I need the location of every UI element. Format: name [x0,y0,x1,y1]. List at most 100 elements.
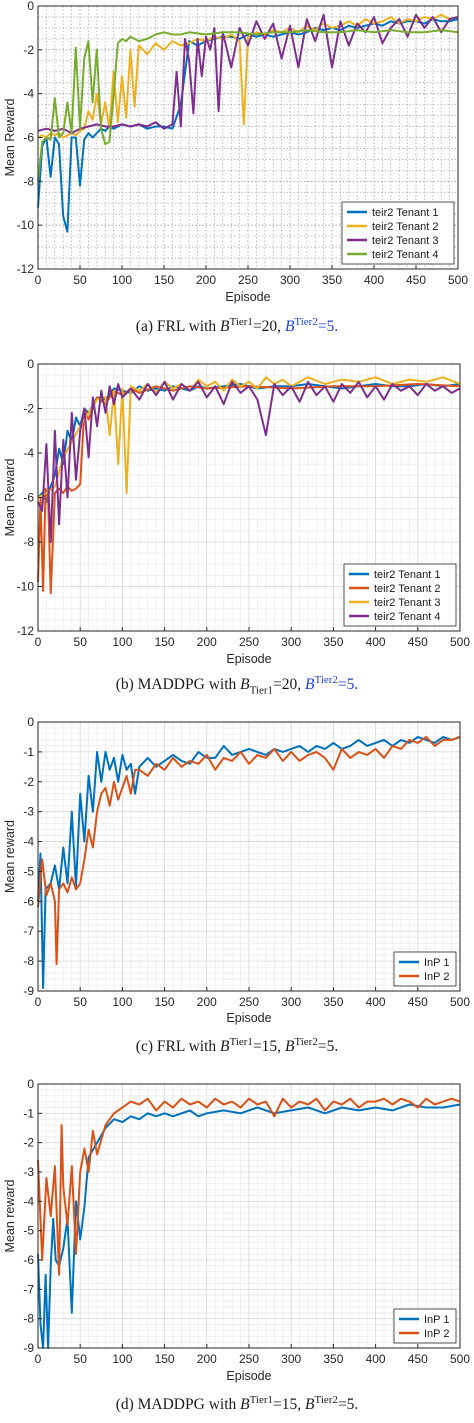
x-tick-label: 350 [322,273,342,287]
y-tick-label: -2 [23,1136,34,1150]
series-line-2 [37,735,461,966]
x-tick-label: 250 [239,1352,259,1366]
y-tick-label: -9 [23,1341,34,1355]
caption-c-var1: B [220,1038,230,1056]
caption-b-text: MADDPG with [137,676,237,694]
legend-box [393,951,457,987]
y-axis-label: Mean reward [3,820,17,893]
y-axis-label: Mean reward [3,1179,17,1252]
caption-a: (a) FRL with BTier1=20, BTier2=5. [0,316,474,336]
y-axis-label: Mean Reward [3,99,17,177]
caption-b-label: (b) [115,676,134,694]
grid [37,1083,461,1349]
legend-entry: teir2 Tenant 4 [374,611,440,623]
x-tick-label: 200 [196,273,216,287]
x-tick-label: 300 [280,273,300,287]
caption-c-sup2: Tier2 [294,1036,318,1048]
y-tick-label: -1 [23,745,34,759]
y-tick-label: 0 [27,0,34,13]
legend-entry: InP 2 [424,971,450,983]
legend-entry: teir2 Tenant 2 [372,221,438,233]
legend-entry: teir2 Tenant 3 [374,597,440,609]
y-tick-label: -6 [23,1253,34,1267]
x-tick-label: 450 [406,273,426,287]
y-tick-label: 0 [27,1078,34,1091]
legend: teir2 Tenant 1 teir2 Tenant 2 teir2 Tenant… [343,563,457,627]
x-tick-label: 350 [323,635,343,649]
y-tick-label: -3 [23,805,34,819]
legend: teir2 Tenant 1 teir2 Tenant 2 teir2 Tenant… [341,201,455,265]
caption-b-blue-group: BTier2=5. [305,674,359,694]
x-tick-label: 250 [238,273,258,287]
x-tick-label: 50 [74,635,88,649]
caption-b-sub1: Tier1 [249,684,274,697]
caption-c: (c) FRL with BTier1=15, BTier2=5. [0,1036,474,1056]
caption-a-text: FRL with [156,318,217,336]
x-tick-label: 50 [74,1352,88,1366]
caption-b-eq2: =5. [337,676,359,694]
y-tick-label: -2 [23,402,34,416]
line-chart-d: 0 50 100 150 200 250 300 350 400 450 500 -9 -8 -7 -6 -5… [3,1078,470,1383]
caption-c-sup1: Tier1 [229,1036,253,1048]
caption-c-label: (c) [135,1038,153,1056]
x-tick-label: 500 [448,273,468,287]
x-tick-label: 50 [74,995,88,1009]
caption-d-sup1: Tier1 [249,1394,274,1406]
caption-d-eq1: =15, [273,1396,302,1414]
y-tick-label: -12 [17,262,35,276]
y-tick-label: -8 [23,954,34,968]
legend-entry: InP 2 [424,1328,450,1340]
y-tick-label: -8 [23,1312,34,1326]
y-tick-label: -8 [23,174,34,188]
legend: InP 1 InP 2 [393,951,457,987]
caption-d-sup2: Tier2 [314,1394,338,1406]
caption-b-sup2: Tier2 [314,674,338,686]
y-tick-label: 0 [27,716,34,729]
caption-c-eq1: =15, [252,1038,282,1056]
y-tick-label: -7 [23,1282,34,1296]
y-tick-label: -10 [17,218,35,232]
chart-panel-c: 0 50 100 150 200 250 300 350 400 450 500 -9 -8 -7 -6 -5… [0,716,474,1028]
x-tick-label: 150 [154,273,174,287]
legend-entry: InP 1 [424,1314,450,1326]
x-tick-label: 250 [239,995,259,1009]
x-axis-label: Episode [226,1369,271,1383]
x-tick-label: 400 [366,995,386,1009]
caption-a-var1: B [220,318,230,336]
caption-d-text: MADDPG with [137,1396,237,1414]
x-tick-label: 100 [112,273,132,287]
x-tick-label: 0 [35,1352,42,1366]
caption-a-label: (a) [135,318,153,336]
legend: InP 1 InP 2 [393,1308,457,1344]
legend-entry: InP 1 [424,957,450,969]
x-tick-label: 500 [450,995,470,1009]
x-tick-label: 200 [197,635,217,649]
caption-d-label: (d) [115,1396,134,1414]
x-tick-label: 0 [35,995,42,1009]
caption-d-var1: B [240,1396,250,1414]
y-tick-label: -2 [23,775,34,789]
caption-c-eq2: =5. [317,1038,339,1056]
x-tick-label: 0 [35,635,42,649]
y-tick-label: -1 [23,1106,34,1120]
x-tick-label: 450 [408,635,428,649]
caption-d-var2: B [305,1396,315,1414]
legend-box [393,1308,457,1344]
x-tick-label: 50 [73,273,87,287]
chart-panel-d: 0 50 100 150 200 250 300 350 400 450 500 -9 -8 -7 -6 -5… [0,1078,474,1390]
x-tick-label: 100 [112,995,132,1009]
series-line-4 [37,380,461,543]
x-tick-label: 400 [366,1352,386,1366]
y-tick-label: -5 [23,1224,34,1238]
line-chart-a: 0 50 100 150 200 250 300 350 400 450 500 -12 -10 -8 -6… [3,0,468,304]
caption-a-var2: B [284,318,295,336]
x-tick-label: 100 [112,635,132,649]
caption-a-eq2: =5. [317,318,339,336]
x-tick-label: 450 [408,1352,428,1366]
series-line-2 [37,1097,461,1276]
x-tick-label: 350 [323,1352,343,1366]
caption-b-eq1: =20, [273,676,302,694]
x-tick-label: 300 [281,995,301,1009]
series-line-4 [37,29,459,182]
caption-a-eq1: =20, [252,318,282,336]
